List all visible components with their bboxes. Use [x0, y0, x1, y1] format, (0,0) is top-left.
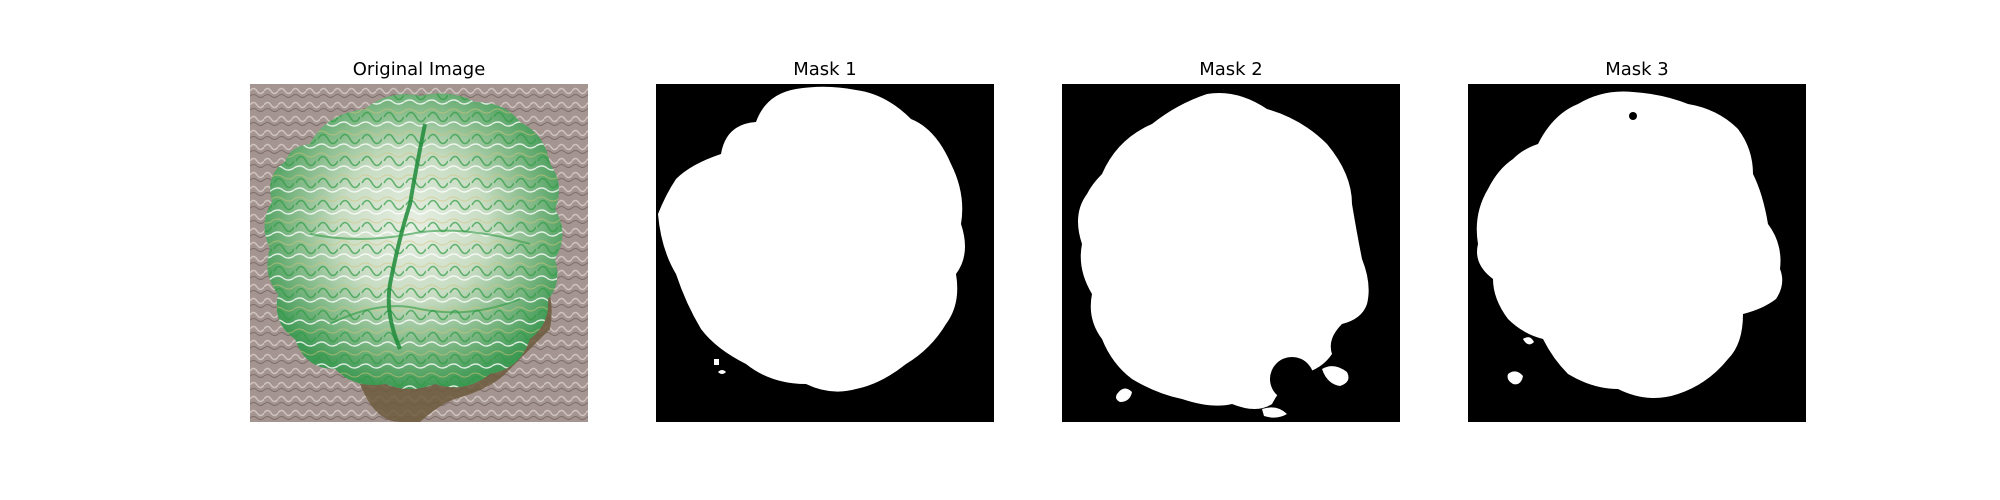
panel-title-original: Original Image — [352, 59, 486, 80]
panel-mask-2: Mask 2 — [1062, 58, 1400, 438]
mask-2-image — [1062, 84, 1400, 422]
panel-mask-3: Mask 3 — [1468, 58, 1806, 438]
mask-3-image — [1468, 84, 1806, 422]
panel-original-image: Original Image — [250, 58, 588, 438]
panel-title-mask-1: Mask 1 — [793, 59, 857, 80]
panel-title-mask-2: Mask 2 — [1199, 59, 1263, 80]
original-lettuce-image — [250, 84, 588, 422]
panel-title-mask-3: Mask 3 — [1605, 59, 1669, 80]
mask-1-image — [656, 84, 994, 422]
panel-mask-1: Mask 1 — [656, 58, 994, 438]
